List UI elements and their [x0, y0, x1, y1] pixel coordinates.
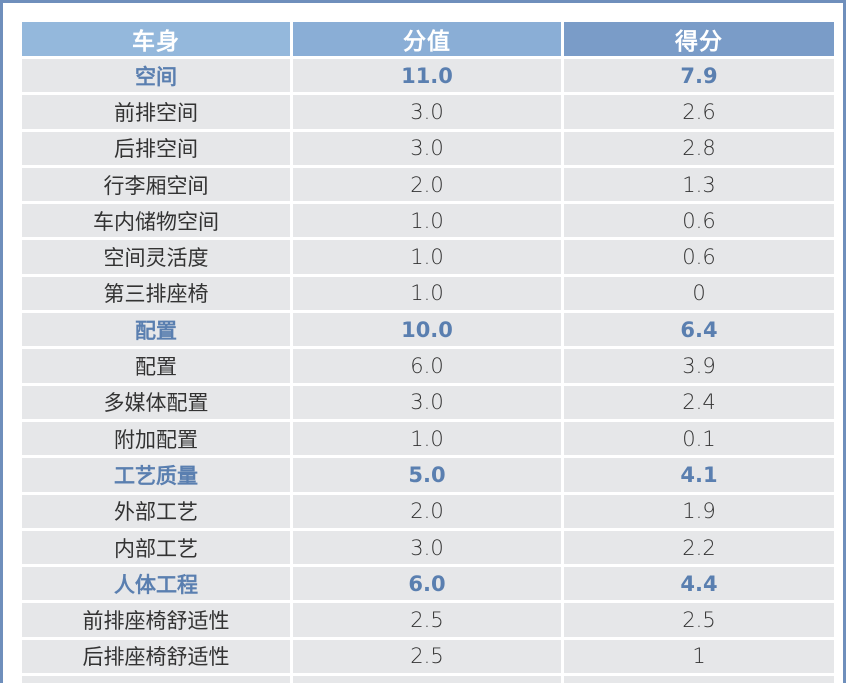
cell-value: 10.0 — [293, 313, 561, 347]
cell-score: 0.9 — [564, 676, 834, 683]
cell-value: 1.0 — [293, 421, 561, 456]
cell-score: 1.3 — [564, 167, 834, 202]
cell-item-name: 空间灵活度 — [22, 240, 290, 274]
cell-value: 2.0 — [293, 494, 561, 528]
cell-item-name: 配置 — [22, 349, 290, 383]
cell-item-name: 车内储物空间 — [22, 204, 290, 238]
cell-score: 2.6 — [564, 95, 834, 129]
cell-value: 3.0 — [293, 530, 561, 565]
cell-value: 11.0 — [293, 59, 561, 93]
table-row: 第三排座椅 1.0 0 — [22, 276, 834, 311]
table-row: 前排座椅舒适性 2.5 2.5 — [22, 603, 834, 637]
cell-score: 1 — [564, 639, 834, 674]
cell-score: 0.1 — [564, 421, 834, 456]
cell-item-name: 后排座椅舒适性 — [22, 639, 290, 674]
header-value: 分值 — [293, 22, 561, 56]
cell-score: 4.4 — [564, 567, 834, 601]
cell-score: 0.6 — [564, 204, 834, 238]
cell-value: 3.0 — [293, 131, 561, 165]
cell-score: 2.5 — [564, 603, 834, 637]
cell-score: 6.4 — [564, 313, 834, 347]
cell-item-name: 操作便利性 — [22, 676, 290, 683]
cell-item-name: 第三排座椅 — [22, 276, 290, 311]
table-row: 外部工艺 2.0 1.9 — [22, 494, 834, 528]
cell-score: 3.9 — [564, 349, 834, 383]
header-category: 车身 — [22, 22, 290, 56]
cell-score: 2.4 — [564, 385, 834, 419]
cell-item-name: 行李厢空间 — [22, 167, 290, 202]
cell-value: 3.0 — [293, 385, 561, 419]
cell-item-name: 空间 — [22, 59, 290, 93]
cell-value: 2.5 — [293, 639, 561, 674]
cell-value: 6.0 — [293, 567, 561, 601]
cell-score: 0 — [564, 276, 834, 311]
cell-value: 1.0 — [293, 240, 561, 274]
cell-score: 0.6 — [564, 240, 834, 274]
cell-score: 1.9 — [564, 494, 834, 528]
table-group-row: 人体工程 6.0 4.4 — [22, 567, 834, 601]
cell-item-name: 附加配置 — [22, 421, 290, 456]
cell-item-name: 配置 — [22, 313, 290, 347]
cell-score: 2.2 — [564, 530, 834, 565]
table-row: 操作便利性1.00.9 — [22, 676, 834, 683]
table-group-row: 配置 10.0 6.4 — [22, 313, 834, 347]
cell-item-name: 多媒体配置 — [22, 385, 290, 419]
cell-item-name: 人体工程 — [22, 567, 290, 601]
table-row: 多媒体配置 3.0 2.4 — [22, 385, 834, 419]
score-table: 车身 分值 得分 空间 11.0 7.9 前排空间 3.0 2.6 后排空间 3.0 2.8 行李… — [19, 19, 837, 683]
cell-value: 1.0 — [293, 676, 561, 683]
table-row: 配置 6.0 3.9 — [22, 349, 834, 383]
table-row: 附加配置 1.0 0.1 — [22, 421, 834, 456]
table-group-row: 空间 11.0 7.9 — [22, 59, 834, 93]
cell-score: 7.9 — [564, 59, 834, 93]
cell-item-name: 内部工艺 — [22, 530, 290, 565]
cell-value: 1.0 — [293, 276, 561, 311]
cell-value: 2.0 — [293, 167, 561, 202]
header-row: 车身 分值 得分 — [22, 22, 834, 56]
cell-item-name: 前排空间 — [22, 95, 290, 129]
table-row: 空间灵活度 1.0 0.6 — [22, 240, 834, 274]
cell-item-name: 工艺质量 — [22, 458, 290, 492]
cell-value: 1.0 — [293, 204, 561, 238]
header-score: 得分 — [564, 22, 834, 56]
table-group-row: 工艺质量 5.0 4.1 — [22, 458, 834, 492]
table-row: 后排空间 3.0 2.8 — [22, 131, 834, 165]
cell-value: 5.0 — [293, 458, 561, 492]
cell-value: 2.5 — [293, 603, 561, 637]
table-row: 前排空间 3.0 2.6 — [22, 95, 834, 129]
cell-item-name: 后排空间 — [22, 131, 290, 165]
cell-value: 6.0 — [293, 349, 561, 383]
table-row: 后排座椅舒适性 2.5 1 — [22, 639, 834, 674]
cell-score: 2.8 — [564, 131, 834, 165]
cell-item-name: 外部工艺 — [22, 494, 290, 528]
table-row: 车内储物空间 1.0 0.6 — [22, 204, 834, 238]
cell-score: 4.1 — [564, 458, 834, 492]
cell-value: 3.0 — [293, 95, 561, 129]
cell-item-name: 前排座椅舒适性 — [22, 603, 290, 637]
table-row: 内部工艺 3.0 2.2 — [22, 530, 834, 565]
table-row: 行李厢空间 2.0 1.3 — [22, 167, 834, 202]
